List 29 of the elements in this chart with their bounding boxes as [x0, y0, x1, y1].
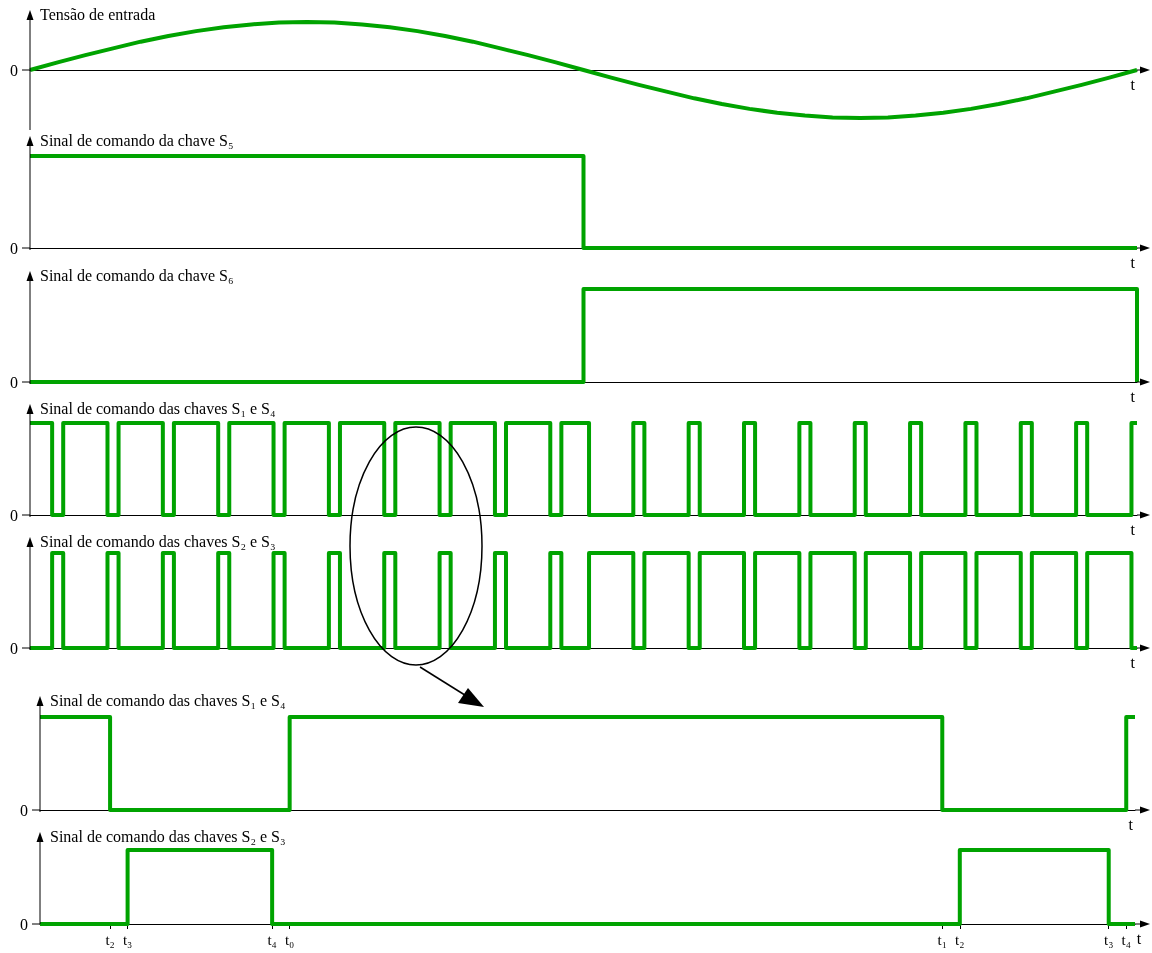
x-tick-label: t₁ — [937, 931, 947, 948]
x-axis-title: t — [1130, 75, 1136, 93]
x-tick-label: t₄ — [267, 931, 277, 948]
x-axis-title: t — [1128, 815, 1134, 833]
text: 0 — [10, 373, 18, 391]
chart-title: Sinal de comando das chaves S₂ e S₃ — [40, 532, 276, 550]
text: 0 — [20, 915, 28, 933]
x-tick-label: t₃ — [122, 931, 133, 948]
x-tick-label: t₂ — [105, 931, 115, 948]
chart-title: Sinal de comando da chave S₆ — [40, 266, 234, 284]
chart-title: Sinal de comando da chave S₅ — [40, 131, 234, 149]
x-tick-label: t₄ — [1121, 931, 1131, 948]
text: 0 — [20, 801, 28, 819]
x-tick-label: t₂ — [955, 931, 965, 948]
x-tick-label: t₃ — [1104, 931, 1114, 948]
x-axis-title: t — [1130, 520, 1136, 538]
chart-title: Tensão de entrada — [40, 5, 156, 23]
x-axis-title: t — [1130, 387, 1136, 405]
chart-title: Sinal de comando das chaves S₁ e S₄ — [40, 399, 276, 417]
text: 0 — [10, 639, 18, 657]
x-axis-title: t — [1130, 253, 1136, 271]
x-tick-label: t₀ — [284, 931, 295, 948]
x-axis-title: t — [1136, 929, 1142, 947]
chart-title: Sinal de comando das chaves S₁ e S₄ — [50, 691, 286, 709]
text: 0 — [10, 239, 18, 257]
x-axis-title: t — [1130, 653, 1136, 671]
chart-title: Sinal de comando das chaves S₂ e S₃ — [50, 827, 286, 845]
text: 0 — [10, 506, 18, 524]
text: 0 — [10, 61, 18, 79]
